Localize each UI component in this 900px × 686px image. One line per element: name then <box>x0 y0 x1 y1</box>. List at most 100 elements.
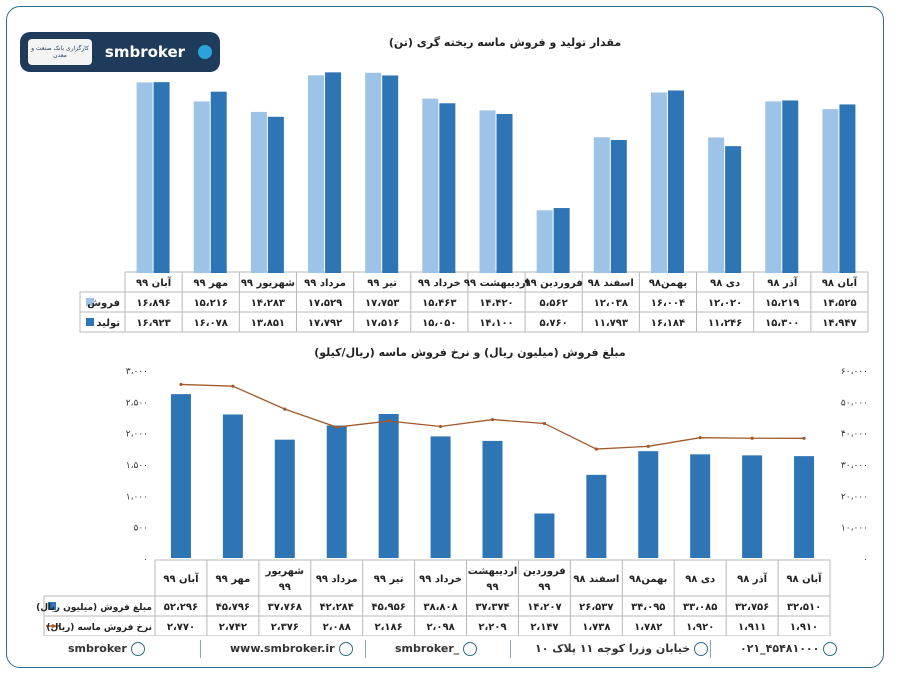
footer-instagram[interactable]: smbroker_ <box>395 642 478 656</box>
chart2-value-sales-7: ۱۴،۲۰۷ <box>527 602 561 613</box>
chart2-category-4: تیر ۹۹ <box>374 574 404 585</box>
chart2-line-point-10 <box>698 436 702 440</box>
chart2-value-rate-8: ۱،۷۳۸ <box>582 622 610 633</box>
chart2-legend-label-line: نرخ فروش ماسه (ریال) <box>46 623 152 633</box>
chart2-value-rate-11: ۱،۹۱۱ <box>738 622 766 633</box>
chart2-value-sales-3: ۴۲،۲۸۴ <box>320 602 354 613</box>
footer-website[interactable]: www.smbroker.ir <box>230 642 353 656</box>
chart2-bar-12 <box>794 456 815 558</box>
chart1-value-prod-7: ۵،۷۶۰ <box>540 318 568 329</box>
chart2-yleft-tick-2: ۲،۰۰۰ <box>126 430 148 440</box>
chart1-value-sale-1: ۱۵،۲۱۶ <box>194 298 228 309</box>
chart1-bar-prod-11 <box>782 100 799 273</box>
chart1-bar-prod-12 <box>839 104 856 273</box>
chart2-value-rate-10: ۱،۹۲۰ <box>686 622 714 633</box>
chart1-bar-prod-3 <box>325 72 342 273</box>
chart1-title: مقدار تولید و فروش ماسه ریخته گری (تن) <box>389 36 621 49</box>
chart2-yleft-tick-4: ۱،۰۰۰ <box>126 492 148 502</box>
bank-logo-text: کارگزاری بانک صنعت و معدن <box>31 45 89 59</box>
chart1-bar-prod-2 <box>267 116 284 273</box>
chart2-value-rate-9: ۱،۷۸۲ <box>634 622 662 633</box>
footer-address: خیابان وزرا کوچه ۱۱ پلاک ۱۰ <box>535 642 709 656</box>
chart2-line-point-7 <box>542 421 547 426</box>
chart1-bar-sale-6 <box>479 110 496 273</box>
chart2-yright-tick-2: ۴۰،۰۰۰ <box>841 430 868 440</box>
chart1-value-sale-3: ۱۷،۵۲۹ <box>308 298 342 309</box>
chart1-bar-prod-6 <box>496 113 513 273</box>
chart2-category-3: مرداد ۹۹ <box>316 574 358 585</box>
chart2-bar-3 <box>326 425 347 558</box>
chart2-value-rate-3: ۲،۰۸۸ <box>323 622 351 633</box>
footer: smbroker www.smbroker.ir smbroker_ خیابا… <box>10 636 880 662</box>
chart1-value-sale-6: ۱۴،۴۲۰ <box>479 298 513 309</box>
chart2-value-sales-9: ۳۴،۰۹۵ <box>631 602 665 613</box>
chart2-value-rate-7: ۲،۱۴۷ <box>530 622 558 633</box>
chart1-bar-sale-0 <box>136 82 153 273</box>
chart2-value-sales-4: ۴۵،۹۵۶ <box>371 602 405 613</box>
chart2-value-rate-6: ۲،۲۰۹ <box>478 622 506 633</box>
chart2-title: مبلغ فروش (میلیون ریال) و نرخ فروش ماسه … <box>314 346 625 359</box>
chart1-category-12: آبان ۹۸ <box>822 276 858 289</box>
chart2-yright-tick-5: ۱۰،۰۰۰ <box>841 524 868 534</box>
chart2-yright-tick-1: ۵۰،۰۰۰ <box>841 398 868 408</box>
chart2-value-sales-11: ۳۲،۷۵۶ <box>735 602 769 613</box>
chart2-value-sales-2: ۳۷،۷۶۸ <box>268 602 302 613</box>
chart2-category-10: دی ۹۸ <box>685 574 715 585</box>
chart1-category-3: مرداد ۹۹ <box>304 278 346 289</box>
chart1-value-prod-1: ۱۶،۰۷۸ <box>194 318 228 329</box>
chart2-line-point-0 <box>179 382 183 387</box>
chart2-category-12: آبان ۹۸ <box>786 572 822 585</box>
chart2-value-sales-10: ۳۳،۰۸۵ <box>683 602 717 613</box>
chart1-category-6: اردیبهشت ۹۹ <box>464 278 529 289</box>
chart2-line-point-5 <box>438 424 443 429</box>
chart1-category-5: خرداد ۹۹ <box>418 278 461 289</box>
globe-icon <box>338 642 353 656</box>
chart1-category-9: بهمن۹۸ <box>649 278 687 289</box>
chart1-bar-prod-4 <box>382 75 399 274</box>
chart1-value-prod-2: ۱۳،۸۵۱ <box>251 318 285 329</box>
chart1-value-prod-8: ۱۱،۷۹۳ <box>594 318 628 329</box>
chart2-bar-10 <box>690 454 711 558</box>
chart2-legend-label-bar: مبلغ فروش (میلیون ریال) <box>36 603 152 613</box>
chart1-category-4: تیر ۹۹ <box>367 278 397 289</box>
chart2-category-2-line1: شهریور <box>265 566 305 577</box>
chart1-bar-sale-1 <box>193 101 210 273</box>
chart1-category-10: دی ۹۸ <box>710 278 740 289</box>
chart2-bar-6 <box>482 440 503 558</box>
footer-social[interactable]: smbroker <box>68 642 145 656</box>
chart2-bar-2 <box>274 439 295 558</box>
chart2-value-rate-5: ۲،۰۹۸ <box>426 622 454 633</box>
footer-phone: ۰۲۱_۴۵۴۸۱۰۰۰ <box>740 642 838 656</box>
brand-name: smbroker <box>104 43 186 61</box>
chart2-yright-tick-6: ۰ <box>863 555 868 565</box>
chart2-category-7-line1: فروردین <box>523 566 566 577</box>
chart2-value-sales-5: ۳۸،۸۰۸ <box>423 602 457 613</box>
chart1-category-2: شهریور ۹۹ <box>241 278 295 289</box>
chart2-category-1: مهر ۹۹ <box>216 574 251 585</box>
chart1-bar-sale-8 <box>593 137 610 273</box>
chart2-category-8: اسفند ۹۸ <box>573 574 619 585</box>
chart1-legend-swatch-1 <box>86 318 94 326</box>
chart2-bar-4 <box>378 414 399 558</box>
chart1-value-sale-9: ۱۶،۰۰۴ <box>651 298 685 309</box>
chart2-value-rate-12: ۱،۹۱۰ <box>790 622 818 633</box>
chart1-category-1: مهر ۹۹ <box>193 278 228 289</box>
chart2-value-rate-4: ۲،۱۸۶ <box>375 622 403 633</box>
chart1-category-7: فروردین ۹۹ <box>524 278 582 289</box>
chart2-value-rate-1: ۲،۷۴۲ <box>219 622 247 633</box>
telegram-icon <box>198 45 212 59</box>
chart1-value-prod-5: ۱۵،۰۵۰ <box>422 318 456 329</box>
page-frame <box>6 6 884 668</box>
phone-icon <box>823 642 838 656</box>
chart2-value-sales-0: ۵۲،۲۹۶ <box>164 602 198 613</box>
chart1-category-8: اسفند ۹۸ <box>588 278 634 289</box>
chart2-value-sales-12: ۳۲،۵۱۰ <box>787 602 821 613</box>
chart2-value-rate-2: ۲،۳۷۶ <box>271 622 299 633</box>
chart1-value-sale-10: ۱۲،۰۲۰ <box>708 298 742 309</box>
chart1-bar-prod-0 <box>153 82 170 273</box>
chart2-value-sales-8: ۲۶،۵۳۷ <box>579 602 613 613</box>
chart1-legend-label-1: تولید <box>96 318 120 329</box>
chart1-value-sale-8: ۱۲،۰۳۸ <box>594 298 628 309</box>
chart1-value-prod-0: ۱۶،۹۲۳ <box>136 318 170 329</box>
chart2-line-point-6 <box>490 417 495 422</box>
